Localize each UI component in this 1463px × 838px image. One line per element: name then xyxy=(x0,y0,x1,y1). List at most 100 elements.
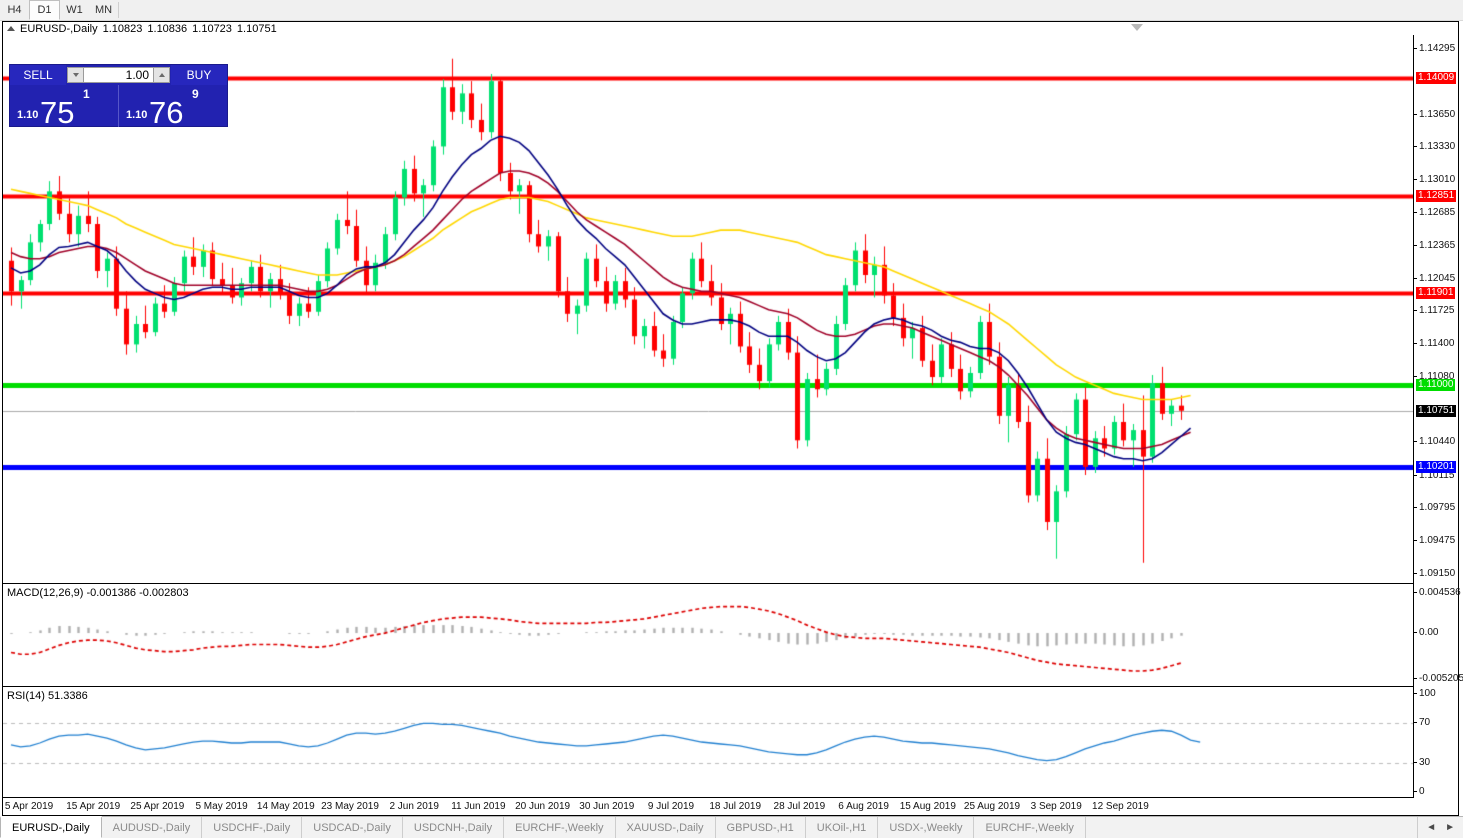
rsi-tick-label: 70 xyxy=(1419,717,1431,729)
tab-scroll-arrows[interactable]: ◄ ► xyxy=(1418,817,1463,838)
one-click-quotes-row: 1.10 75 1 1.10 76 9 xyxy=(10,85,227,130)
chart-tabs-bar: EURUSD-,Daily AUDUSD-,Daily USDCHF-,Daily U… xyxy=(0,816,1463,838)
one-click-top-row: SELL 1.00 BUY xyxy=(10,65,227,85)
tab-next-arrow-icon[interactable]: ► xyxy=(1445,822,1455,833)
price-level-label-text: 1.10751 xyxy=(1416,404,1457,417)
chart-tab[interactable]: XAUUSD-,Daily xyxy=(616,817,716,838)
chart-header-ohlc: EURUSD-,Daily 1.10823 1.10836 1.10723 1.… xyxy=(3,22,1462,35)
chart-window: EURUSD-,Daily 1.10823 1.10836 1.10723 1.… xyxy=(2,21,1463,816)
price-tick-label: 1.13010 xyxy=(1419,174,1456,186)
sell-button[interactable]: SELL xyxy=(10,65,66,85)
chart-tab[interactable]: EURUSD-,Daily xyxy=(0,816,102,838)
price-tick-label: 1.14295 xyxy=(1419,43,1456,54)
chart-tab[interactable]: EURCHF-,Weekly xyxy=(504,817,616,838)
timeframe-button-h4[interactable]: H4 xyxy=(7,4,22,16)
date-tick-label: 2 Jun 2019 xyxy=(389,801,439,812)
volume-field-group[interactable]: 1.00 xyxy=(66,65,171,85)
date-tick-label: 25 Apr 2019 xyxy=(130,801,185,812)
rsi-canvas xyxy=(3,688,1414,798)
buy-price-big: 76 xyxy=(149,95,184,130)
buy-price-quote[interactable]: 1.10 76 9 xyxy=(118,85,227,130)
toolbar-divider xyxy=(118,2,119,18)
macd-tick-label: 0.004536 xyxy=(1419,587,1461,598)
price-scale[interactable]: 1.14295 1.13650 1.13330 1.13010 1.12685 1.123… xyxy=(1413,35,1463,798)
date-tick-label: 3 Sep 2019 xyxy=(1030,801,1082,812)
date-tick-label: 5 May 2019 xyxy=(195,801,248,812)
price-tick-label: 1.13330 xyxy=(1419,141,1456,153)
date-tick-label: 25 Aug 2019 xyxy=(963,801,1021,812)
buy-button[interactable]: BUY xyxy=(171,65,227,85)
date-tick-label: 11 Jun 2019 xyxy=(451,801,506,812)
date-tick-label: 12 Sep 2019 xyxy=(1092,801,1149,812)
price-tick-label: 1.09150 xyxy=(1419,568,1456,579)
price-level-label-text: 1.14009 xyxy=(1416,72,1457,85)
candlestick-canvas xyxy=(3,35,1414,583)
ohlc-open: 1.10823 xyxy=(102,22,143,35)
chart-tab[interactable]: USDCNH-,Daily xyxy=(403,817,505,838)
sell-price-fraction: 1 xyxy=(83,87,90,101)
price-tick-label: 1.12045 xyxy=(1419,272,1456,284)
rsi-tick-label: 0 xyxy=(1419,786,1425,797)
ohlc-low: 1.10723 xyxy=(192,22,232,35)
price-tick-label: 1.09795 xyxy=(1419,502,1456,514)
one-click-trading-panel[interactable]: SELL 1.00 BUY 1.10 75 1 1.10 76 9 xyxy=(9,64,228,130)
tab-prev-arrow-icon[interactable]: ◄ xyxy=(1426,822,1437,833)
tab-spacer xyxy=(1086,817,1419,838)
price-tick-label: 1.11725 xyxy=(1419,305,1455,317)
volume-input[interactable]: 1.00 xyxy=(84,67,153,83)
price-pane[interactable] xyxy=(3,35,1414,584)
volume-increment-button[interactable] xyxy=(153,67,170,83)
date-tick-label: 18 Jul 2019 xyxy=(709,801,762,812)
date-tick-label: 15 Apr 2019 xyxy=(66,801,121,812)
macd-label: MACD(12,26,9) -0.001386 -0.002803 xyxy=(7,587,192,599)
ohlc-close: 1.10751 xyxy=(236,22,277,35)
date-tick-label: 6 Aug 2019 xyxy=(838,801,889,812)
price-tick-label: 1.10440 xyxy=(1419,436,1456,448)
date-tick-label: 15 Aug 2019 xyxy=(899,801,956,812)
chart-tab[interactable]: EURCHF-,Weekly xyxy=(974,817,1086,838)
rsi-pane[interactable]: RSI(14) 51.3386 xyxy=(3,688,1414,798)
timeframe-toolbar: H4 D1 W1 MN xyxy=(0,0,1463,21)
price-level-label-text: 1.11000 xyxy=(1416,379,1456,392)
rsi-tick-label: 100 xyxy=(1419,688,1436,699)
sell-price-big: 75 xyxy=(40,95,75,130)
macd-tick-label: -0.005205 xyxy=(1419,673,1463,684)
date-tick-label: 5 Apr 2019 xyxy=(4,801,54,812)
price-tick-label: 1.09475 xyxy=(1419,534,1456,546)
date-tick-label: 30 Jun 2019 xyxy=(579,801,635,812)
price-level-label-text: 1.11901 xyxy=(1416,287,1456,300)
price-tick-label: 1.11400 xyxy=(1419,338,1455,350)
chart-tab[interactable]: GBPUSD-,H1 xyxy=(716,817,806,838)
timeframe-button-mn[interactable]: MN xyxy=(94,4,113,16)
macd-canvas xyxy=(3,585,1414,686)
date-tick-label: 14 May 2019 xyxy=(256,801,315,812)
price-tick-label: 1.13650 xyxy=(1419,108,1456,120)
chart-tab[interactable]: USDCAD-,Daily xyxy=(302,817,403,838)
collapse-triangle-icon[interactable] xyxy=(7,26,15,31)
chart-tab[interactable]: USDCHF-,Daily xyxy=(202,817,303,838)
chart-symbol-label: EURUSD-,Daily xyxy=(20,22,98,35)
chart-tab[interactable]: USDX-,Weekly xyxy=(878,817,975,838)
chart-tab[interactable]: UKOil-,H1 xyxy=(806,817,879,838)
price-tick-label: 1.12365 xyxy=(1419,239,1456,251)
chart-scroll-marker-icon[interactable] xyxy=(1131,24,1143,31)
volume-decrement-button[interactable] xyxy=(67,67,84,83)
price-level-label-text: 1.12851 xyxy=(1416,190,1457,203)
date-tick-label: 28 Jul 2019 xyxy=(773,801,826,812)
sell-price-quote[interactable]: 1.10 75 1 xyxy=(10,85,118,130)
macd-tick-label: 0.00 xyxy=(1419,627,1439,639)
chart-tab[interactable]: AUDUSD-,Daily xyxy=(102,817,203,838)
buy-price-fraction: 9 xyxy=(192,87,199,101)
sell-price-prefix: 1.10 xyxy=(17,109,39,121)
date-tick-label: 9 Jul 2019 xyxy=(647,801,695,812)
macd-pane[interactable]: MACD(12,26,9) -0.001386 -0.002803 xyxy=(3,585,1414,687)
date-tick-label: 20 Jun 2019 xyxy=(515,801,571,812)
price-tick-label: 1.10115 xyxy=(1419,469,1455,481)
timeframe-button-w1[interactable]: W1 xyxy=(66,4,83,16)
price-level-label-text: 1.10201 xyxy=(1416,460,1457,473)
rsi-label: RSI(14) 51.3386 xyxy=(7,690,91,702)
time-scale[interactable]: 5 Apr 2019 15 Apr 2019 25 Apr 2019 5 May 20… xyxy=(3,797,1414,815)
price-tick-label: 1.11080 xyxy=(1419,371,1455,383)
ohlc-high: 1.10836 xyxy=(147,22,188,35)
timeframe-button-d1[interactable]: D1 xyxy=(29,0,60,20)
